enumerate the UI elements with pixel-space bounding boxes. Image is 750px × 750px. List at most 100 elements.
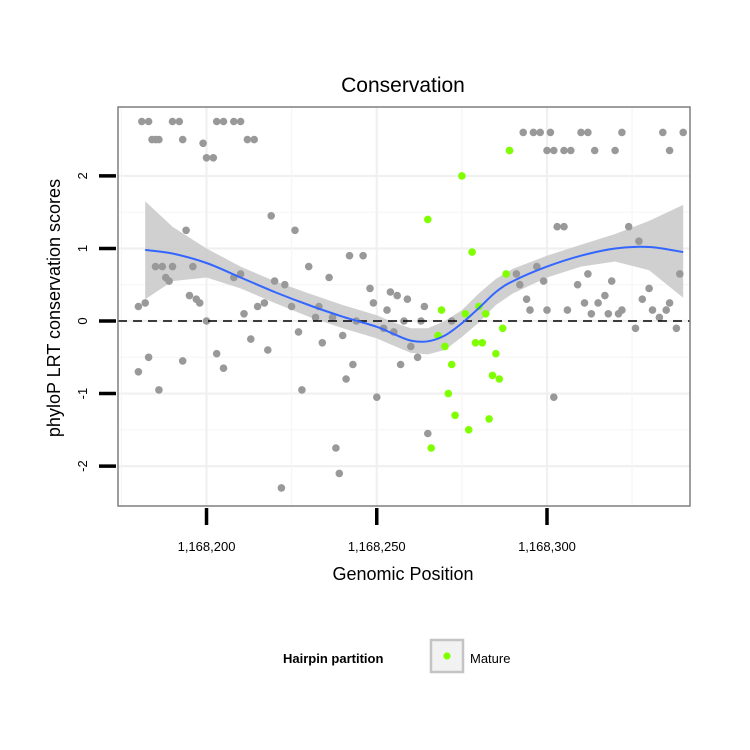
data-point [335,469,344,478]
data-point [413,353,422,362]
data-point [212,117,221,126]
data-point [373,393,381,402]
data-point-mature [444,389,453,398]
data-point [420,302,429,311]
data-point [648,306,657,314]
data-point [546,128,555,137]
data-point [665,299,674,307]
data-point [338,331,347,340]
data-point [672,324,681,333]
data-point [516,280,524,289]
data-point [611,146,619,155]
data-point [168,262,177,271]
data-point [134,302,143,311]
data-point-mature [471,339,480,347]
data-point [277,484,286,492]
data-point [553,222,561,231]
data-point [178,135,187,144]
confidence-band [145,201,684,355]
data-point [138,117,146,126]
y-tick-label: 2 [75,172,90,179]
data-point [594,299,602,307]
data-point [662,306,670,314]
data-point [151,262,160,271]
data-point [178,357,187,365]
data-point [270,277,279,285]
data-point [298,386,306,394]
x-tick-label: 1,168,250 [348,539,406,554]
data-point [304,262,313,271]
data-point [577,128,585,137]
x-axis-label: Genomic Position [332,564,473,584]
data-point [264,346,272,354]
data-point [631,324,640,333]
data-point [342,375,350,383]
data-point [212,349,221,358]
data-point [345,251,354,260]
data-point-mature [424,215,432,224]
data-point-mature [498,324,507,333]
data-point [199,139,207,148]
data-point [247,335,255,343]
y-axis-label: phyloP LRT conservation scores [44,179,64,437]
data-point [567,146,575,155]
data-point [369,299,378,307]
data-point [407,342,415,351]
data-point [607,277,616,285]
data-point [536,128,544,137]
data-point [325,273,333,282]
data-point [635,237,643,245]
data-point [202,154,211,162]
data-point-mature [461,310,470,318]
data-point [665,146,674,155]
data-point [550,393,558,402]
data-point [386,288,395,296]
data-point [618,306,626,314]
data-point [236,117,245,126]
data-point [512,270,521,278]
smooth-line [145,245,684,343]
data-point [676,270,684,278]
data-point [359,251,367,260]
data-point [328,313,337,322]
data-point [543,306,551,314]
data-point [424,429,432,438]
x-tick-label: 1,168,300 [518,539,576,554]
data-point [573,280,582,289]
plot-border [117,106,691,507]
data-point-mature [488,371,497,380]
data-point [584,128,592,137]
data-point [645,284,653,293]
data-point-mature [458,172,466,180]
data-point-mature [505,146,514,155]
data-point [219,117,228,126]
data-point [230,117,238,126]
data-point [533,262,541,271]
data-point [185,291,194,300]
data-point [141,299,149,307]
data-point [383,306,391,314]
data-point-mature [447,360,456,369]
x-axis: 1,168,200 1,168,250 1,168,300 [178,508,576,554]
data-point-mature [437,306,446,314]
data-point [393,291,402,300]
points-mature [424,146,514,452]
data-point [155,135,163,144]
data-point [165,277,173,285]
data-point [202,317,211,325]
data-point [522,295,531,304]
data-point [281,280,289,289]
y-axis: -2 -1 0 1 2 [75,172,116,472]
data-point [267,212,276,220]
y-tick-label: -2 [75,460,90,472]
data-point [291,226,299,235]
data-point [195,299,204,307]
data-point [584,270,592,278]
legend: Hairpin partition Mature [283,638,510,674]
data-point [155,386,163,394]
data-point [318,339,327,347]
data-point-mature [468,248,476,256]
data-point [253,302,262,311]
data-point-mature [427,444,436,452]
data-point [638,295,647,304]
